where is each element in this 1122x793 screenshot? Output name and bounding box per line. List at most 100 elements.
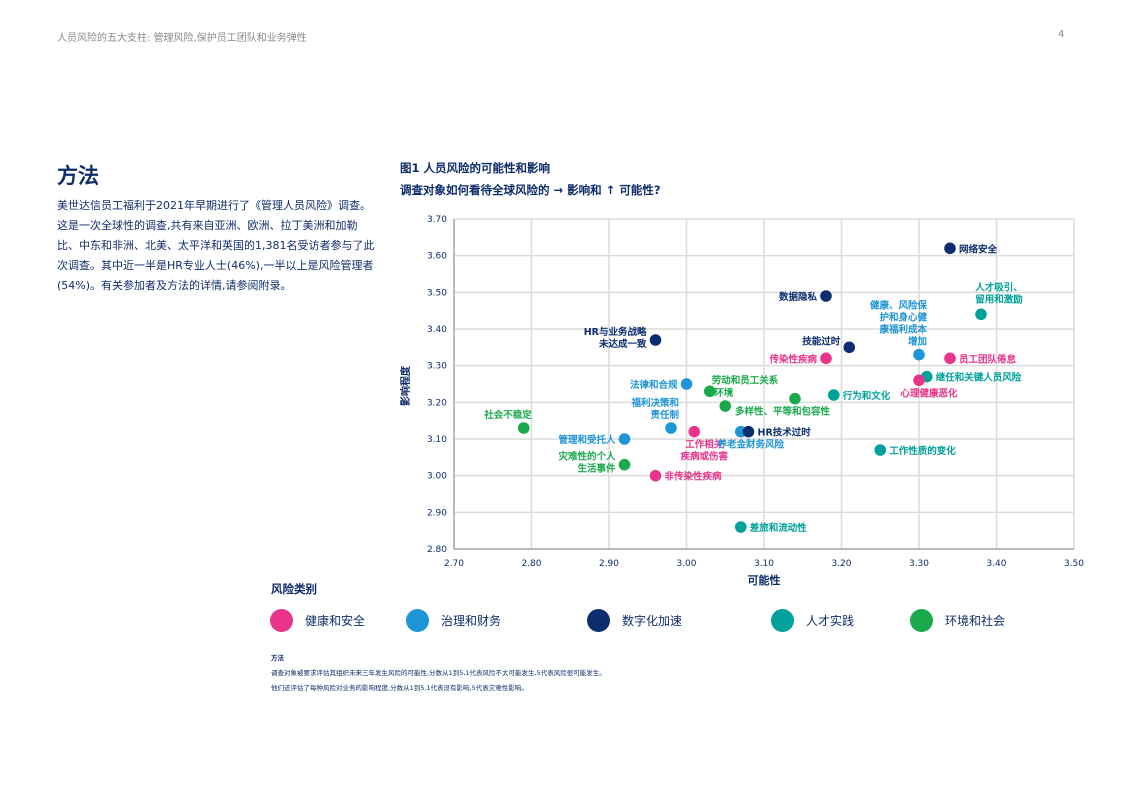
running-header: 人员风险的五大支柱: 管理风险,保护员工团队和业务弹性 bbox=[57, 33, 307, 44]
subtitle-suffix: 可能性? bbox=[619, 183, 661, 197]
x-tick-label: 3.50 bbox=[1064, 559, 1084, 569]
notes-line-2: 他们还评估了每种风险对业务的影响程度,分数从1到5,1代表没有影响,5代表灾难性… bbox=[271, 684, 528, 692]
scatter-plot: 2.70 2.80 2.90 3.00 3.10 3.20 3.30 3.40 3.50 3.70… bbox=[399, 215, 1084, 587]
notes-line-1: 调查对象被要求评估其组织未来三年发生风险的可能性,分数从1到5,1代表风险不太可… bbox=[271, 669, 606, 677]
data-point bbox=[680, 378, 693, 390]
point-label: 差旅和流动性 bbox=[750, 522, 808, 534]
y-tick-label: 3.50 bbox=[427, 288, 447, 298]
y-axis-label: 影响程度 bbox=[399, 365, 412, 406]
method-paragraph: 美世达信员工福利于2021年早期进行了《管理人员风险》调查。这是一次全球性的调查… bbox=[57, 199, 375, 292]
point-label: 员工团队倦怠 bbox=[959, 353, 1017, 365]
point-label: 人才吸引、 bbox=[975, 281, 1023, 293]
point-label: 网络安全 bbox=[959, 243, 998, 255]
point-label: HR与业务战略 bbox=[584, 326, 647, 338]
y-tick-label: 3.30 bbox=[427, 362, 447, 372]
legend-label: 人才实践 bbox=[806, 614, 855, 628]
legend-dot-icon bbox=[406, 609, 429, 632]
section-title: 方法 bbox=[57, 164, 99, 188]
x-tick-label: 2.90 bbox=[599, 559, 619, 569]
y-tick-label: 3.70 bbox=[427, 215, 447, 225]
data-point bbox=[827, 389, 840, 401]
legend-dot-icon bbox=[270, 609, 293, 632]
legend-label: 治理和财务 bbox=[441, 614, 502, 628]
data-point bbox=[944, 352, 956, 365]
x-tick-label: 3.20 bbox=[831, 559, 851, 569]
data-point bbox=[820, 352, 832, 365]
arrow-up-icon: ↑ bbox=[605, 183, 616, 197]
data-point bbox=[719, 400, 732, 412]
legend-label: 数字化加速 bbox=[622, 614, 683, 628]
point-label: 养老金财务风险 bbox=[716, 439, 784, 451]
y-tick-label: 2.80 bbox=[427, 545, 447, 555]
data-point bbox=[789, 392, 801, 405]
point-label: 生活事件 bbox=[577, 463, 616, 475]
data-point bbox=[703, 385, 716, 398]
data-point bbox=[734, 521, 747, 533]
point-label: 工作相关 bbox=[685, 439, 724, 451]
data-point bbox=[517, 422, 530, 434]
x-axis-label: 可能性 bbox=[748, 573, 781, 587]
point-label: 管理和受托人 bbox=[558, 434, 616, 446]
x-tick-label: 3.40 bbox=[986, 559, 1006, 569]
y-tick-label: 3.40 bbox=[427, 325, 447, 335]
x-tick-label: 2.80 bbox=[521, 559, 541, 569]
point-label: 护和身心健 bbox=[879, 312, 927, 324]
point-label: 技能过时 bbox=[802, 335, 841, 347]
legend-label: 环境和社会 bbox=[945, 614, 1006, 628]
legend-dot-icon bbox=[910, 609, 933, 632]
point-label: 继任和关键人员风险 bbox=[936, 372, 1022, 384]
point-label: 未达成一致 bbox=[598, 338, 647, 350]
legend-dot-icon bbox=[587, 609, 610, 632]
data-point bbox=[618, 458, 631, 471]
point-label: 福利决策和 bbox=[630, 397, 679, 409]
legend-item-health: 健康和安全 bbox=[270, 609, 365, 632]
y-tick-label: 3.10 bbox=[427, 435, 447, 445]
point-label: 社会不稳定 bbox=[483, 409, 532, 421]
x-tick-label: 3.00 bbox=[676, 559, 696, 569]
data-point bbox=[618, 433, 631, 445]
point-label: 多样性、平等和包容性 bbox=[735, 406, 831, 418]
data-point bbox=[913, 374, 925, 387]
legend-title: 风险类别 bbox=[271, 582, 317, 596]
point-label: 劳动和员工关系 bbox=[712, 374, 779, 386]
data-point bbox=[874, 444, 887, 456]
page-number: 4 bbox=[1058, 29, 1065, 40]
point-label: HR技术过时 bbox=[758, 427, 812, 439]
notes-title: 方法 bbox=[271, 654, 284, 662]
legend-label: 健康和安全 bbox=[305, 614, 366, 628]
data-point bbox=[649, 469, 662, 482]
point-label: 增加 bbox=[908, 336, 927, 348]
subtitle-mid: 影响和 bbox=[567, 183, 602, 197]
legend-item-governance: 治理和财务 bbox=[406, 609, 501, 632]
data-point bbox=[665, 422, 677, 434]
y-tick-label: 3.20 bbox=[427, 398, 447, 408]
subtitle-prefix: 调查对象如何看待全球风险的 bbox=[400, 183, 550, 197]
point-label: 环境 bbox=[714, 387, 734, 399]
legend-item-digital: 数字化加速 bbox=[587, 609, 682, 632]
data-point bbox=[820, 290, 832, 302]
point-label: 灾难性的个人 bbox=[558, 451, 616, 463]
point-label: 行为和文化 bbox=[842, 390, 891, 402]
point-label: 疾病或伤害 bbox=[680, 451, 728, 463]
y-tick-label: 2.90 bbox=[427, 508, 447, 518]
point-label: 留用和激励 bbox=[975, 293, 1023, 305]
point-label: 健康、风险保 bbox=[870, 300, 928, 312]
data-point bbox=[913, 348, 925, 361]
point-label: 工作性质的变化 bbox=[889, 445, 956, 457]
data-point bbox=[843, 341, 856, 354]
legend-item-environment: 环境和社会 bbox=[910, 609, 1005, 632]
x-tick-label: 2.70 bbox=[444, 559, 464, 569]
legend-item-talent: 人才实践 bbox=[771, 609, 854, 632]
point-label: 非传染性疾病 bbox=[665, 471, 723, 483]
data-point bbox=[649, 334, 662, 346]
point-label: 传染性疾病 bbox=[768, 353, 817, 365]
point-label: 数据隐私 bbox=[778, 291, 818, 303]
y-tick-label: 3.60 bbox=[427, 252, 447, 262]
y-tick-label: 3.00 bbox=[427, 472, 447, 482]
point-label: 责任制 bbox=[650, 409, 679, 421]
x-tick-label: 3.30 bbox=[909, 559, 929, 569]
figure-title: 图1 人员风险的可能性和影响 bbox=[400, 161, 551, 175]
data-point bbox=[742, 425, 755, 438]
data-point bbox=[944, 242, 956, 255]
legend-dot-icon bbox=[771, 609, 794, 632]
